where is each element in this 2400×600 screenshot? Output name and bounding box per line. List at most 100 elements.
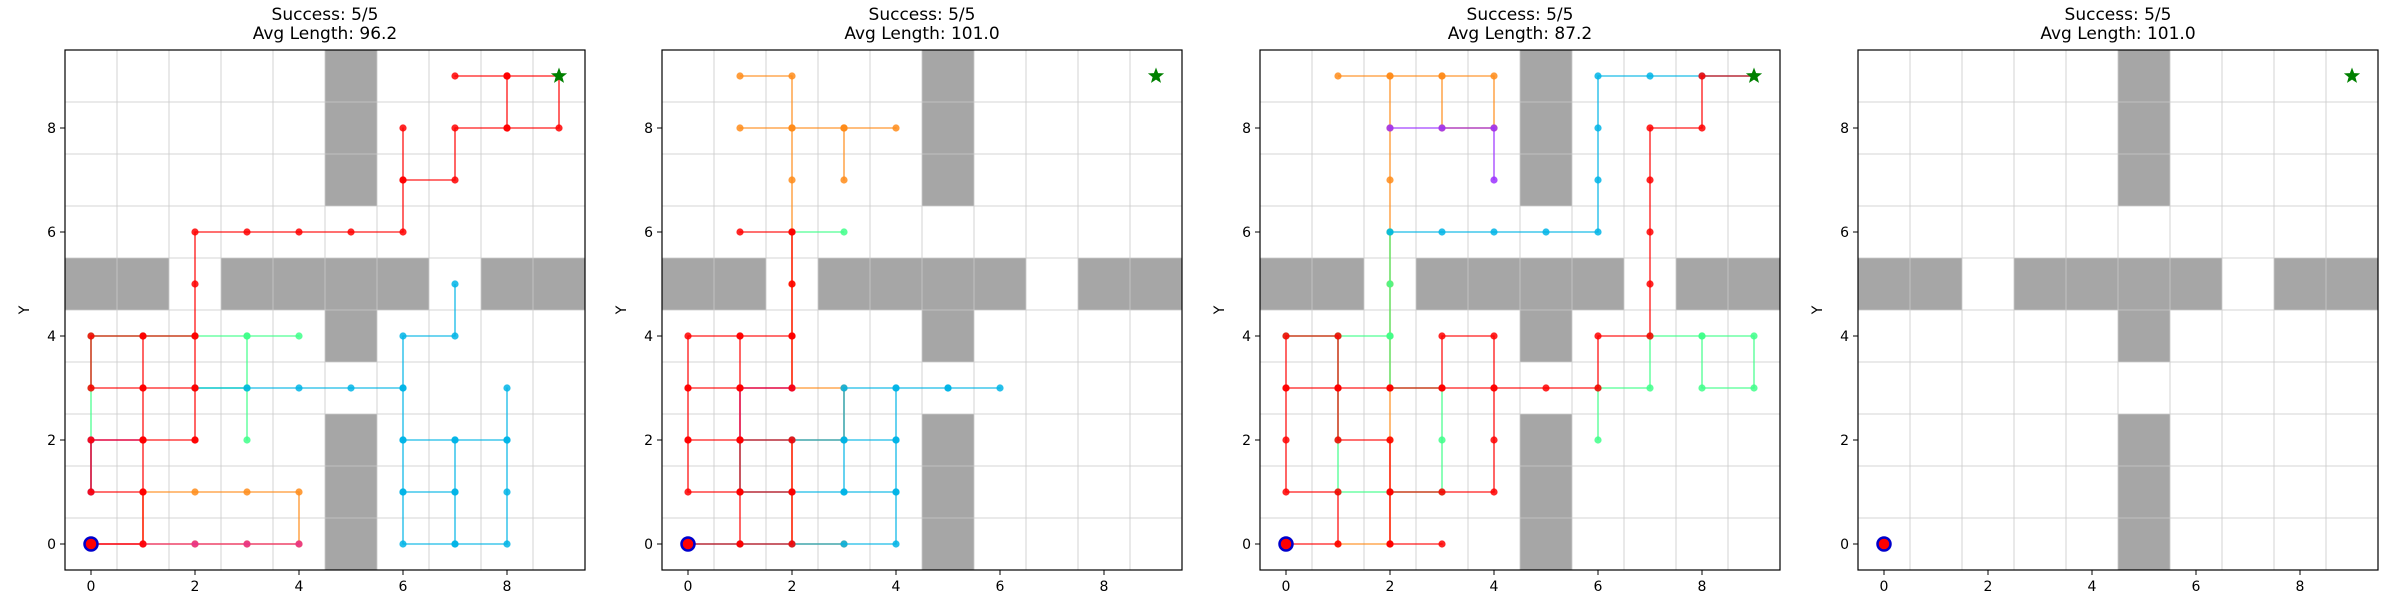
panel-2-obstacle-cell-11 — [922, 310, 974, 362]
panel-3-trajectory-4-point-0 — [1386, 124, 1394, 132]
panel-1-trajectory-2-point-16 — [399, 488, 407, 496]
panel-3-trajectory-1-point-12 — [1386, 332, 1394, 340]
panel-1-trajectory-2-point-18 — [451, 540, 459, 548]
panel-3-trajectory-5-point-34 — [1646, 280, 1654, 288]
panel-3-trajectory-5-point-32 — [1594, 332, 1602, 340]
panel-4-obstacle-cell-1 — [1910, 258, 1962, 310]
panel-2-trajectory-4-point-20 — [736, 488, 744, 496]
panel-3-trajectory-4-point-1 — [1438, 124, 1446, 132]
panel-2-trajectory-2-point-15 — [892, 488, 900, 496]
panel-2-y-tick-label-1: 2 — [644, 433, 653, 449]
panel-3-obstacle-cell-13 — [1520, 102, 1572, 154]
panel-2-y-tick-label-0: 0 — [644, 537, 653, 553]
panel-3-trajectory-0-point-7 — [1386, 72, 1394, 80]
panel-3-trajectory-5-point-29 — [1490, 384, 1498, 392]
panel-1-trajectory-2-point-17 — [451, 488, 459, 496]
panel-2-trajectory-4-point-17 — [736, 540, 744, 548]
panel-3-trajectory-5-point-22 — [1386, 436, 1394, 444]
panel-2-trajectory-2-point-12 — [840, 384, 848, 392]
panel-3-obstacle-cell-9 — [1520, 466, 1572, 518]
panel-4-y-axis-label: Y — [1810, 305, 1826, 315]
panel-3-start-marker — [1278, 536, 1294, 552]
panel-4-obstacle-cell-5 — [2170, 258, 2222, 310]
panel-3-y-tick-label-4: 8 — [1242, 121, 1251, 137]
panel-2-trajectory-4-point-3 — [684, 488, 692, 496]
panel-1-trajectory-5-point-29 — [399, 176, 407, 184]
panel-2-obstacle-cell-2 — [818, 258, 870, 310]
panel-2-trajectory-4-point-19 — [788, 488, 796, 496]
panel-2-trajectory-2-point-3 — [840, 540, 848, 548]
panel-1-x-tick-label-2: 4 — [295, 579, 304, 595]
panel-3-trajectory-2-point-6 — [1750, 384, 1758, 392]
panel-3-y-tick-label-2: 4 — [1242, 329, 1251, 345]
panel-1-trajectory-5-point-18 — [139, 384, 147, 392]
panel-4-obstacle-cell-12 — [2118, 154, 2170, 206]
panel-3-trajectory-2-point-2 — [1646, 384, 1654, 392]
panel-3-goal-star — [1745, 67, 1763, 83]
panel-2-trajectory-2-point-11 — [892, 384, 900, 392]
panel-2-axes-frame — [661, 49, 1183, 571]
panel-3-trajectory-5-point-26 — [1334, 384, 1342, 392]
panel-2-trajectory-4-point-26 — [788, 332, 796, 340]
panel-3-trajectory-3-point-7 — [1594, 72, 1602, 80]
panel-1-trajectory-2-point-10 — [503, 488, 511, 496]
panel-3-trajectory-5-point-25 — [1282, 384, 1290, 392]
panel-1-obstacle-cell-9 — [325, 466, 377, 518]
panel-4-x-tick-label-1: 2 — [1984, 579, 1993, 595]
panel-2-obstacle-cell-12 — [922, 154, 974, 206]
panel-2-obstacle-cell-9 — [922, 466, 974, 518]
panel-4-obstacle-cell-14 — [2118, 50, 2170, 102]
panel-3-trajectory-0-point-9 — [1386, 176, 1394, 184]
panel-1-x-tick-label-1: 2 — [191, 579, 200, 595]
panel-4-y-tick-label-2: 4 — [1840, 329, 1849, 345]
panel-1-trajectory-0-point-5 — [295, 488, 303, 496]
panel-4-axes-frame — [1857, 49, 2379, 571]
panel-2-trajectory-4-point-6 — [684, 332, 692, 340]
panel-3-trajectory-4 — [1390, 127, 1495, 180]
panel-1-trajectory-5-point-20 — [191, 332, 199, 340]
panel-1-obstacle-cell-8 — [325, 518, 377, 570]
panel-3-trajectory-5-point-16 — [1438, 488, 1446, 496]
panel-3-obstacle-cell-14 — [1520, 50, 1572, 102]
panel-1-trajectory-2-point-20 — [399, 436, 407, 444]
panel-2-trajectory-2-point-4 — [892, 540, 900, 548]
panel-1-trajectory-5-point-31 — [451, 124, 459, 132]
panel-1-trajectory-5-point-23 — [243, 228, 251, 236]
panel-3-obstacle-cell-12 — [1520, 154, 1572, 206]
panel-1-obstacle-cell-5 — [377, 258, 429, 310]
panel-3-trajectory-3-point-4 — [1594, 228, 1602, 236]
panel-1-obstacle-cell-11 — [325, 310, 377, 362]
panel-4-obstacle-cell-7 — [2326, 258, 2378, 310]
grid-panel-2: Success: 5/5 Avg Length: 101.0 Y 0 2 4 6 8 0 2… — [614, 5, 1183, 595]
panel-4-goal-star — [2343, 67, 2361, 83]
panel-3-trajectory-5-point-31 — [1594, 384, 1602, 392]
panel-3-trajectory-5-point-3 — [1282, 488, 1290, 496]
panel-1-obstacle-cell-3 — [273, 258, 325, 310]
panel-4-obstacle-cell-9 — [2118, 466, 2170, 518]
panel-1-obstacle-cell-12 — [325, 154, 377, 206]
panel-1-trajectory-5-point-26 — [399, 228, 407, 236]
panel-1-trajectory-5-point-3 — [87, 488, 95, 496]
panel-1-trajectory-2-point-23 — [451, 332, 459, 340]
panel-1-trajectory-3-point-2 — [191, 540, 199, 548]
panel-4-x-tick-label-2: 4 — [2088, 579, 2097, 595]
panel-2-y-tick-label-2: 4 — [644, 329, 653, 345]
panel-4-y-tick-label-4: 8 — [1840, 121, 1849, 137]
panel-1-obstacle-cell-2 — [221, 258, 273, 310]
panel-3-trajectory-5-point-19 — [1438, 540, 1446, 548]
panel-1-trajectory-5-point-19 — [139, 332, 147, 340]
panel-3-trajectory-5-point-20 — [1386, 540, 1394, 548]
panel-2-y-tick-label-3: 6 — [644, 225, 653, 241]
panel-3-trajectory-5-point-7 — [1334, 332, 1342, 340]
panel-2-y-axis-label: Y — [614, 305, 630, 315]
panel-1-trajectory-5-point-30 — [451, 176, 459, 184]
panel-2-trajectory-2-point-10 — [944, 384, 952, 392]
panel-1-x-tick-label-0: 0 — [87, 579, 96, 595]
panel-1-obstacle-cell-7 — [533, 258, 585, 310]
panel-3-x-tick-label-4: 8 — [1698, 579, 1707, 595]
panel-1-trajectory-2-point-24 — [451, 280, 459, 288]
panel-3-trajectory-3-point-6 — [1594, 124, 1602, 132]
panel-2-obstacle-cell-6 — [1078, 258, 1130, 310]
panel-1-trajectory-5-point-14 — [191, 436, 199, 444]
panel-3-trajectory-5-point-1 — [1334, 540, 1342, 548]
